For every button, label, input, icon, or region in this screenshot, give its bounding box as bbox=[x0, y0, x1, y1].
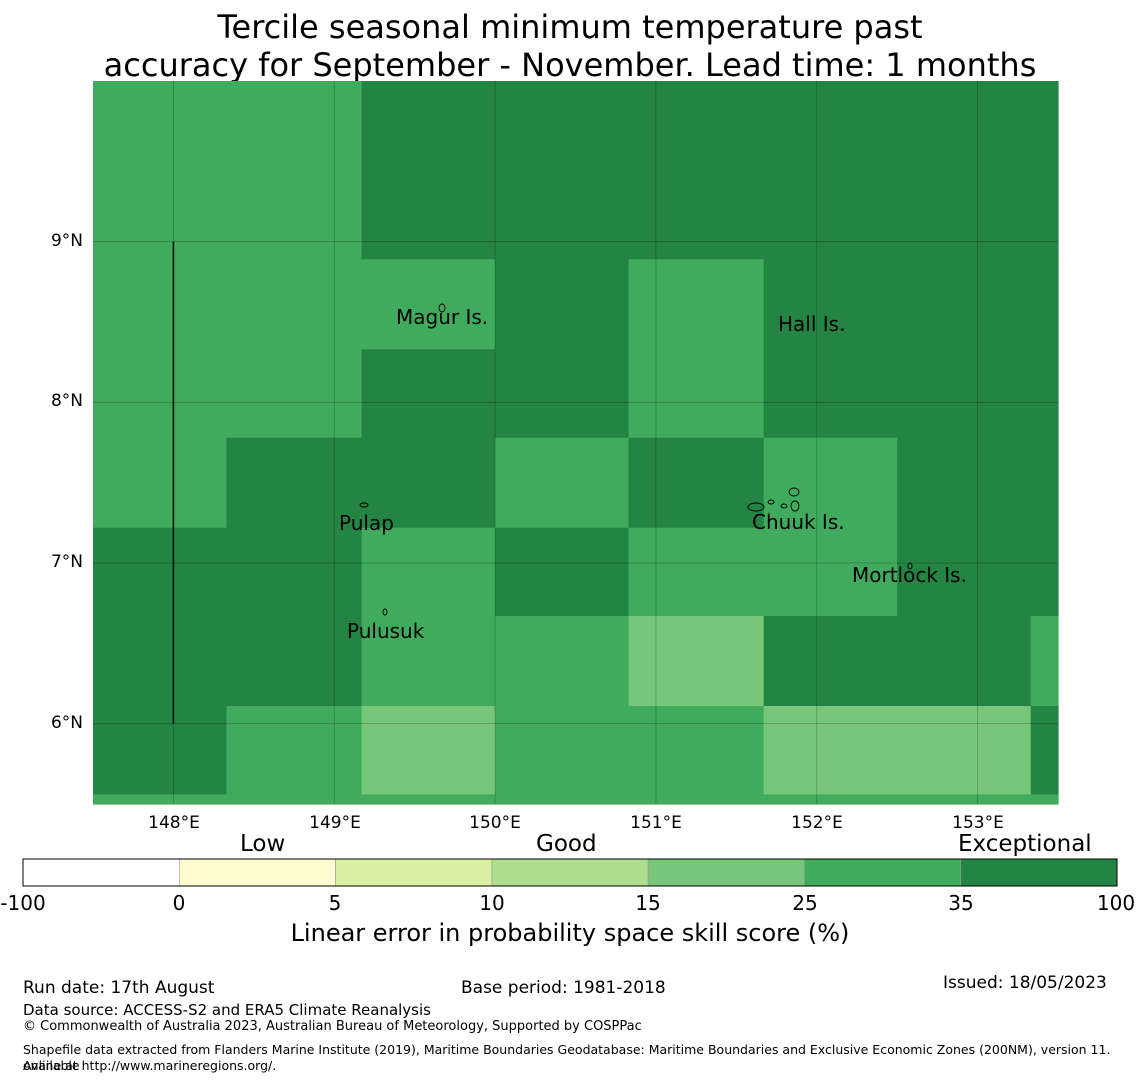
skill-cell bbox=[361, 706, 496, 795]
lat-label-9n: 9°N bbox=[50, 231, 83, 251]
shapefile-credit-line-2: online at http://www.marineregions.org/. bbox=[23, 1058, 277, 1073]
skill-cells bbox=[93, 81, 1059, 805]
colorbar-segments bbox=[22, 858, 1118, 887]
colorbar-tick: 10 bbox=[479, 891, 505, 915]
skill-cell bbox=[93, 349, 363, 439]
island-outline bbox=[780, 503, 788, 509]
skill-cell bbox=[763, 616, 1032, 707]
island-outline bbox=[359, 502, 369, 508]
skill-cell bbox=[495, 706, 765, 795]
skill-cell bbox=[361, 527, 496, 707]
lon-label-150e: 150°E bbox=[469, 813, 521, 833]
skill-cell bbox=[93, 259, 363, 350]
skill-cell bbox=[763, 437, 898, 529]
skill-cell bbox=[897, 527, 1059, 617]
skill-cell bbox=[361, 349, 496, 439]
chart-title-line-2: accuracy for September - November. Lead … bbox=[103, 46, 1037, 84]
skill-cell bbox=[1030, 616, 1059, 707]
run-date: Run date: 17th August bbox=[23, 978, 215, 998]
issued-date: Issued: 18/05/2023 bbox=[943, 973, 1107, 993]
colorbar-tick: 0 bbox=[172, 891, 186, 915]
chart-title-line-1: Tercile seasonal minimum temperature pas… bbox=[217, 8, 923, 46]
colorbar-segment bbox=[335, 858, 493, 887]
colorbar-segment bbox=[178, 858, 336, 887]
skill-cell bbox=[897, 437, 1059, 529]
skill-cell bbox=[495, 616, 630, 707]
colorbar-category-good: Good bbox=[536, 831, 597, 857]
skill-cell bbox=[93, 794, 1059, 805]
skill-cell bbox=[93, 706, 228, 795]
shapefile-credit-line-1: Shapefile data extracted from Flanders M… bbox=[23, 1042, 1111, 1073]
skill-cell bbox=[495, 527, 630, 617]
skill-cell bbox=[361, 259, 496, 350]
skill-cell bbox=[361, 81, 1059, 260]
colorbar-segment bbox=[22, 858, 180, 887]
skill-cell bbox=[226, 706, 363, 795]
colorbar-tick: 5 bbox=[328, 891, 342, 915]
colorbar-category-exceptional: Exceptional bbox=[958, 831, 1092, 857]
skill-cell bbox=[628, 616, 765, 707]
island-outline bbox=[747, 502, 765, 512]
island-outline bbox=[438, 303, 446, 313]
colorbar-tick: 100 bbox=[1096, 891, 1136, 915]
skill-cell bbox=[495, 437, 630, 529]
place-label-pulusuk: Pulusuk bbox=[347, 619, 425, 643]
colorbar-segment bbox=[804, 858, 962, 887]
skill-cell bbox=[628, 437, 765, 529]
colorbar-segment bbox=[647, 858, 805, 887]
skill-cell bbox=[628, 527, 898, 617]
island-outline bbox=[790, 500, 800, 512]
lat-label-7n: 7°N bbox=[50, 552, 83, 572]
colorbar-tick: 35 bbox=[948, 891, 974, 915]
skill-cell bbox=[495, 259, 630, 439]
base-period: Base period: 1981-2018 bbox=[461, 978, 666, 998]
skill-cell bbox=[226, 437, 496, 529]
lon-label-153e: 153°E bbox=[952, 813, 1004, 833]
colorbar-category-low: Low bbox=[240, 831, 286, 857]
skill-cell bbox=[93, 437, 228, 529]
colorbar-tick: -100 bbox=[0, 891, 46, 915]
place-label-magur: Magur Is. bbox=[396, 305, 489, 329]
colorbar-title: Linear error in probability space skill … bbox=[290, 919, 850, 947]
lon-label-149e: 149°E bbox=[309, 813, 361, 833]
skill-cell bbox=[1030, 706, 1059, 795]
place-label-chuuk: Chuuk Is. bbox=[752, 510, 845, 534]
skill-cell bbox=[763, 259, 1059, 439]
lat-label-6n: 6°N bbox=[50, 713, 83, 733]
island-outline bbox=[907, 562, 913, 570]
island-outline bbox=[788, 487, 800, 497]
lon-label-152e: 152°E bbox=[791, 813, 843, 833]
skill-cell bbox=[763, 706, 1032, 795]
lat-label-8n: 8°N bbox=[50, 391, 83, 411]
colorbar-tick: 25 bbox=[792, 891, 818, 915]
data-source: Data source: ACCESS-S2 and ERA5 Climate … bbox=[23, 1001, 431, 1019]
skill-cell bbox=[93, 527, 363, 707]
lon-label-148e: 148°E bbox=[148, 813, 200, 833]
island-outline bbox=[767, 499, 775, 505]
place-label-mortlock: Mortlock Is. bbox=[852, 563, 967, 587]
skill-map bbox=[93, 81, 1059, 805]
colorbar-segment bbox=[491, 858, 649, 887]
place-label-pulap: Pulap bbox=[339, 511, 394, 535]
colorbar bbox=[22, 858, 1118, 887]
colorbar-segment bbox=[960, 858, 1118, 887]
place-label-hall: Hall Is. bbox=[778, 312, 846, 336]
skill-cell bbox=[628, 259, 765, 439]
colorbar-tick: 15 bbox=[635, 891, 661, 915]
copyright: © Commonwealth of Australia 2023, Austra… bbox=[23, 1019, 642, 1034]
skill-cell bbox=[93, 81, 363, 260]
island-outline bbox=[382, 608, 388, 616]
lon-label-151e: 151°E bbox=[630, 813, 682, 833]
island-outlines bbox=[359, 303, 913, 616]
